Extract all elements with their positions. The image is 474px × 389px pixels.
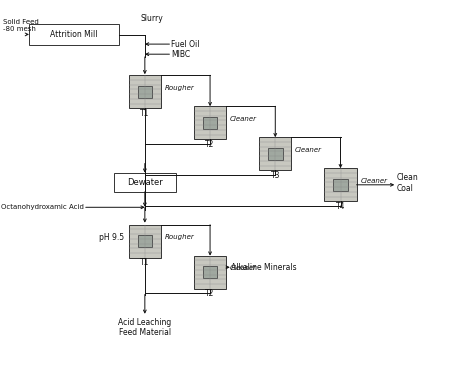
FancyBboxPatch shape (203, 266, 217, 279)
Text: Cleaner: Cleaner (295, 147, 322, 153)
FancyBboxPatch shape (137, 86, 152, 98)
FancyBboxPatch shape (268, 147, 283, 160)
Text: Slurry: Slurry (140, 14, 163, 23)
FancyBboxPatch shape (203, 117, 217, 129)
Text: Clean
Coal: Clean Coal (397, 173, 419, 193)
Text: Alkaline Minerals: Alkaline Minerals (231, 263, 296, 272)
FancyBboxPatch shape (29, 24, 119, 45)
Text: MIBC: MIBC (171, 50, 190, 59)
Text: T2: T2 (205, 140, 215, 149)
Text: Cleaner: Cleaner (230, 116, 257, 122)
FancyBboxPatch shape (324, 168, 356, 201)
Text: Octanohydroxamic Acid: Octanohydroxamic Acid (0, 204, 83, 210)
Text: Acid Leaching
Feed Material: Acid Leaching Feed Material (118, 318, 172, 337)
FancyBboxPatch shape (129, 75, 161, 108)
Text: T3: T3 (271, 171, 280, 180)
Text: T2: T2 (205, 289, 215, 298)
FancyBboxPatch shape (194, 106, 226, 139)
Text: Rougher: Rougher (164, 234, 194, 240)
FancyBboxPatch shape (137, 235, 152, 247)
FancyBboxPatch shape (194, 256, 226, 289)
Text: pH 9.5: pH 9.5 (99, 233, 124, 242)
FancyBboxPatch shape (129, 225, 161, 258)
FancyBboxPatch shape (333, 179, 348, 191)
Text: Attrition Mill: Attrition Mill (50, 30, 98, 39)
Text: Cleaner: Cleaner (360, 178, 387, 184)
Text: Rougher: Rougher (164, 85, 194, 91)
Text: T1: T1 (140, 258, 149, 267)
Text: Dewater: Dewater (127, 178, 163, 187)
Text: T1: T1 (140, 109, 149, 118)
FancyBboxPatch shape (259, 137, 292, 170)
Text: T4: T4 (336, 202, 345, 211)
Text: Solid Feed
-80 mesh: Solid Feed -80 mesh (3, 19, 39, 32)
FancyBboxPatch shape (114, 173, 175, 192)
Text: Fuel Oil: Fuel Oil (171, 40, 200, 49)
Text: Cleaner: Cleaner (230, 265, 257, 271)
